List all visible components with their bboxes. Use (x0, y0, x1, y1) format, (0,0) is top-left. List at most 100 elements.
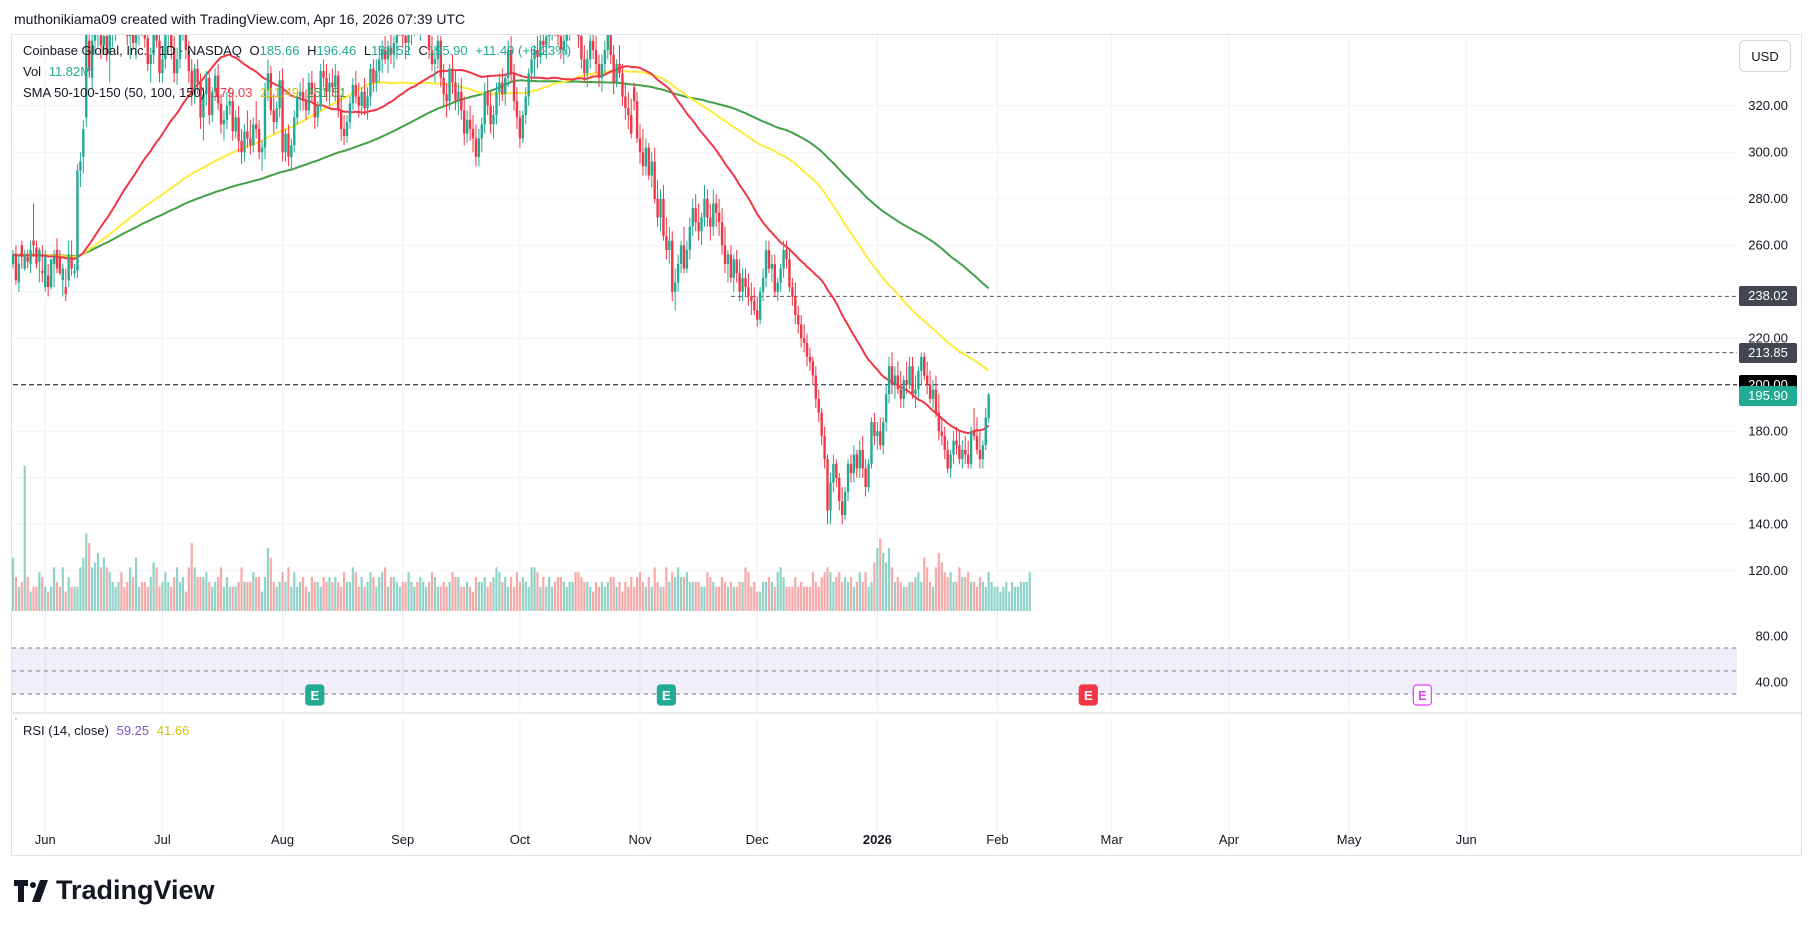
candle-body (539, 40, 542, 57)
candle-body (395, 35, 399, 44)
candle-body (178, 35, 182, 60)
candle-body (477, 138, 481, 157)
volume-bar (354, 572, 357, 611)
volume-bar (486, 586, 489, 611)
volume-bar (345, 581, 349, 611)
volume-bar (574, 572, 577, 611)
candle-body (966, 454, 970, 464)
candle-body (527, 73, 530, 97)
candle-body (832, 463, 835, 483)
volume-bar (920, 581, 923, 611)
candle-body (876, 431, 879, 436)
earnings-marker: E (1412, 684, 1432, 706)
volume-bar (630, 577, 633, 611)
candle-body (554, 17, 556, 24)
volume-bar (76, 586, 79, 611)
volume-bar (656, 581, 659, 611)
earnings-marker-label: E (1418, 688, 1427, 703)
candle-body (858, 449, 861, 469)
volume-bar (735, 586, 738, 611)
candle-body (905, 380, 908, 385)
volume-bar (451, 572, 454, 611)
candle-body (958, 445, 961, 460)
price-tick-label: 280.00 (1748, 191, 1788, 206)
tradingview-logo[interactable]: TradingView (14, 875, 215, 906)
candle-body (896, 375, 900, 390)
candle-body (741, 277, 744, 292)
candle-body (263, 89, 267, 148)
volume-bar (618, 581, 621, 611)
volume-bar (583, 581, 586, 611)
volume-bar (747, 572, 750, 611)
volume-bar (114, 586, 117, 611)
volume-bar (178, 581, 182, 611)
candle-body (389, 47, 393, 55)
volume-bar (425, 586, 428, 611)
volume-bar (304, 586, 308, 611)
candle-body (715, 203, 718, 213)
time-axis: Jun Jul Aug Sep Oct Nov Dec 2026 Feb Mar Apr May Jun (35, 832, 1477, 847)
candle-body (348, 103, 352, 123)
volume-bar (926, 567, 929, 611)
candle-body (445, 94, 448, 102)
candle-body (826, 459, 829, 511)
volume-bar (621, 591, 624, 611)
currency-button[interactable]: USD (1739, 40, 1791, 72)
candle-body (688, 226, 692, 250)
volume-bar (433, 577, 437, 611)
volume-bar (627, 586, 630, 611)
volume-bar (480, 581, 483, 611)
volume-bar (679, 577, 683, 611)
candle-body (580, 36, 583, 60)
price-tick-label: 140.00 (1748, 516, 1788, 531)
candle-body (884, 394, 888, 422)
volume-bar (52, 567, 56, 611)
candle-body (720, 222, 724, 246)
legend-symbol-row: Coinbase Global, Inc. · 1D · NASDAQ O185… (23, 43, 575, 58)
volume-bar (260, 591, 264, 611)
volume-bar (715, 586, 718, 611)
candle-body (887, 366, 891, 395)
candle-body (468, 119, 472, 130)
volume-bar (829, 572, 832, 611)
volume-bar (389, 577, 393, 611)
volume-bar (718, 586, 721, 611)
volume-bar (454, 577, 457, 611)
candle-body (454, 82, 457, 102)
candle-body (917, 370, 920, 390)
volume-bar (275, 586, 278, 611)
volume-bar (668, 581, 671, 611)
candle-body (840, 501, 844, 515)
candle-body (767, 249, 771, 269)
volume-bar (671, 572, 674, 611)
candle-body (931, 389, 935, 399)
candle-body (609, 35, 612, 55)
candle-body (202, 94, 205, 118)
candle-body (659, 198, 662, 218)
candle-body (260, 147, 264, 153)
legend-high: 196.46 (316, 43, 357, 58)
volume-bar (826, 567, 829, 611)
volume-bar (331, 581, 334, 611)
volume-bar (70, 586, 73, 611)
time-tick-label: Jul (154, 832, 171, 847)
volume-bar (392, 577, 395, 611)
volume-bar (146, 586, 149, 611)
volume-bar (887, 547, 891, 611)
volume-bar (108, 572, 111, 611)
candle-body (231, 101, 234, 132)
volume-bar (580, 577, 583, 611)
volume-bar (899, 581, 902, 611)
volume-bar (744, 567, 747, 611)
candle-body (205, 77, 208, 95)
volume-bar (876, 547, 879, 611)
candle-body (425, 1, 427, 13)
candle-body (196, 68, 199, 83)
candle-body (744, 277, 747, 288)
candle-body (363, 91, 366, 109)
price-tick-label: 260.00 (1748, 237, 1788, 252)
volume-bar (756, 591, 759, 611)
legend-sma100: 211.49 (260, 85, 299, 100)
volume-bar (902, 586, 905, 611)
